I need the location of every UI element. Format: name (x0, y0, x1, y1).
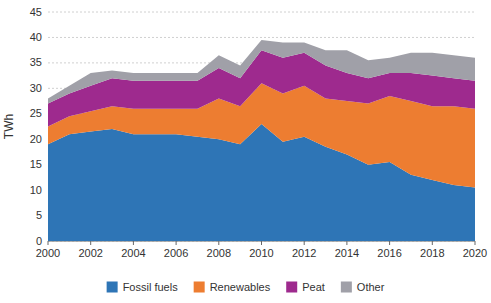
x-tick-label: 2020 (463, 247, 487, 259)
legend-swatch (286, 282, 297, 293)
axes: 0 5 10 15 20 25 30 35 40 45 2000 2002 2004 2006 2008 20… (30, 6, 487, 260)
y-tick-label: 10 (30, 184, 42, 196)
x-tick (176, 241, 177, 245)
y-tick-label: 35 (30, 56, 42, 68)
grid (48, 12, 475, 241)
x-tick (48, 241, 49, 245)
y-tick-label: 30 (30, 82, 42, 94)
y-tick-label: 20 (30, 133, 42, 145)
x-tick (133, 241, 134, 245)
y-axis-label: TWh (2, 114, 16, 139)
x-tick (432, 241, 433, 245)
x-tick (389, 241, 390, 245)
x-tick (218, 241, 219, 245)
x-tick-label: 2014 (335, 247, 359, 259)
y-tick-label: 25 (30, 107, 42, 119)
chart: 0 5 10 15 20 25 30 35 40 45 2000 2002 2004 2006 2008 20… (0, 0, 491, 303)
legend-label: Renewables (210, 281, 271, 293)
x-tick (304, 241, 305, 245)
x-tick-label: 2000 (36, 247, 60, 259)
y-tick-label: 0 (36, 235, 42, 247)
x-tick-label: 2006 (164, 247, 188, 259)
legend-label: Peat (302, 281, 325, 293)
legend-swatch (194, 282, 205, 293)
x-tick (90, 241, 91, 245)
legend-label: Fossil fuels (123, 281, 179, 293)
legend-label: Other (357, 281, 385, 293)
legend-swatch (107, 282, 118, 293)
y-tick-label: 40 (30, 31, 42, 43)
grid-line (48, 12, 475, 13)
x-tick-label: 2018 (420, 247, 444, 259)
y-tick-label: 15 (30, 158, 42, 170)
x-tick-label: 2008 (207, 247, 231, 259)
area (48, 40, 475, 104)
x-tick-label: 2010 (249, 247, 273, 259)
x-tick (475, 241, 476, 245)
y-tick-label: 45 (30, 6, 42, 18)
x-tick-label: 2004 (121, 247, 145, 259)
grid-line (48, 37, 475, 38)
x-tick (346, 241, 347, 245)
legend: Fossil fuels Renewables Peat Other (107, 281, 385, 293)
x-tick (261, 241, 262, 245)
legend-swatch (341, 282, 352, 293)
y-tick-label: 5 (36, 209, 42, 221)
plot-area (48, 40, 475, 241)
x-tick-label: 2016 (377, 247, 401, 259)
x-tick-label: 2002 (78, 247, 102, 259)
x-tick-label: 2012 (292, 247, 316, 259)
